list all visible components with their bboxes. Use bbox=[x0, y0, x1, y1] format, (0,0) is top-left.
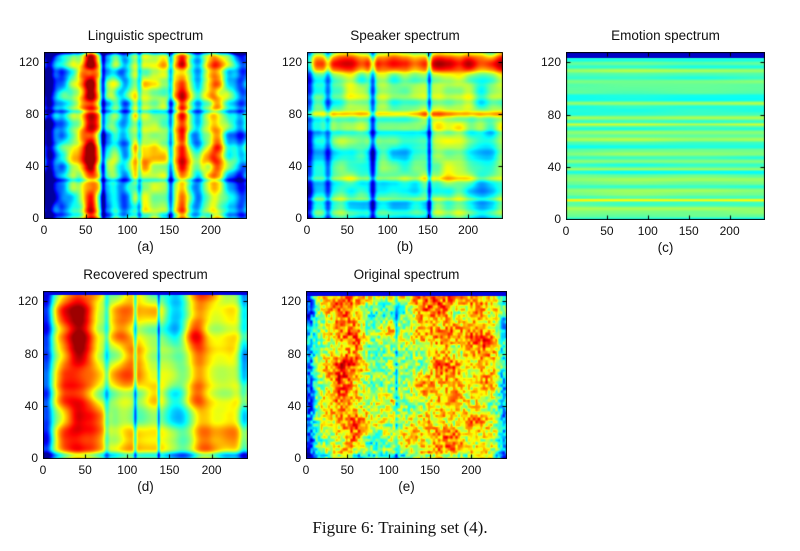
x-tick-label: 0 bbox=[303, 223, 311, 237]
y-tick-label: 120 bbox=[540, 55, 561, 70]
x-tick-label: 50 bbox=[340, 463, 354, 477]
subplot-panel-b: Speaker spectrum (b) 0 40 80 120 0 50 100 150 20… bbox=[282, 28, 503, 254]
x-tick-label: 100 bbox=[117, 223, 138, 237]
subplot-panel-e: Original spectrum (e) 0 40 80 120 0 50 100 150 2… bbox=[281, 267, 507, 494]
spectrogram-heatmap-b bbox=[307, 52, 503, 219]
subplot-panel-label: (c) bbox=[657, 240, 674, 255]
x-tick-label: 200 bbox=[719, 224, 740, 238]
subplot-title: Recovered spectrum bbox=[83, 267, 208, 282]
x-tick-label: 0 bbox=[562, 224, 570, 238]
y-tick-label: 40 bbox=[24, 398, 38, 413]
spectrogram-heatmap-a bbox=[44, 52, 247, 219]
y-tick-label: 80 bbox=[24, 346, 38, 361]
y-tick-label: 40 bbox=[25, 159, 39, 174]
spectrogram-heatmap-e bbox=[306, 291, 507, 459]
subplot-panel-a: Linguistic spectrum (a) 0 40 80 120 0 50 100 15… bbox=[19, 28, 247, 254]
y-tick-label: 0 bbox=[295, 211, 302, 225]
y-tick-label: 80 bbox=[547, 107, 561, 122]
subplot-panel-d: Recovered spectrum (d) 0 40 80 120 0 50 100 150… bbox=[18, 267, 248, 494]
x-tick-label: 50 bbox=[600, 224, 614, 238]
subplot-panel-label: (b) bbox=[396, 239, 414, 254]
subplot-panel-label: (a) bbox=[137, 239, 154, 254]
x-tick-label: 200 bbox=[458, 223, 479, 237]
x-tick-label: 200 bbox=[201, 463, 222, 477]
spectrogram-heatmap-d bbox=[43, 291, 248, 459]
x-tick-label: 100 bbox=[637, 224, 658, 238]
y-tick-label: 120 bbox=[17, 294, 38, 309]
x-tick-label: 0 bbox=[40, 223, 48, 237]
y-tick-label: 40 bbox=[288, 159, 302, 174]
x-tick-label: 150 bbox=[678, 224, 699, 238]
x-tick-label: 150 bbox=[417, 223, 438, 237]
x-tick-label: 150 bbox=[159, 223, 180, 237]
y-tick-label: 80 bbox=[25, 107, 39, 122]
y-tick-label: 120 bbox=[280, 294, 301, 309]
x-tick-label: 200 bbox=[200, 223, 221, 237]
x-tick-label: 50 bbox=[340, 223, 354, 237]
subplot-title: Original spectrum bbox=[353, 267, 460, 282]
y-tick-label: 80 bbox=[287, 346, 301, 361]
subplot-panel-label: (e) bbox=[398, 479, 415, 494]
x-tick-label: 150 bbox=[159, 463, 180, 477]
y-tick-label: 40 bbox=[547, 159, 561, 174]
x-tick-label: 50 bbox=[79, 223, 93, 237]
subplot-title: Linguistic spectrum bbox=[87, 28, 204, 43]
subplot-title: Emotion spectrum bbox=[611, 28, 720, 43]
y-tick-label: 0 bbox=[554, 212, 561, 226]
x-tick-label: 100 bbox=[377, 223, 398, 237]
y-tick-label: 40 bbox=[287, 398, 301, 413]
x-tick-label: 150 bbox=[419, 463, 440, 477]
y-tick-label: 120 bbox=[18, 55, 39, 70]
x-tick-label: 50 bbox=[78, 463, 92, 477]
y-tick-label: 0 bbox=[31, 451, 38, 465]
x-tick-label: 100 bbox=[117, 463, 138, 477]
y-tick-label: 120 bbox=[281, 55, 302, 70]
y-tick-label: 0 bbox=[294, 451, 301, 465]
subplot-panel-c: Emotion spectrum (c) 0 40 80 120 0 50 100 150 20… bbox=[541, 28, 765, 255]
y-tick-label: 0 bbox=[32, 211, 39, 225]
subplot-title: Speaker spectrum bbox=[350, 28, 460, 43]
x-tick-label: 100 bbox=[378, 463, 399, 477]
spectrogram-heatmap-c bbox=[566, 52, 765, 220]
y-tick-label: 80 bbox=[288, 107, 302, 122]
x-tick-label: 0 bbox=[302, 463, 310, 477]
subplot-panel-label: (d) bbox=[137, 479, 154, 494]
figure-caption: Figure 6: Training set (4). bbox=[312, 518, 488, 537]
x-tick-label: 0 bbox=[39, 463, 47, 477]
x-tick-label: 200 bbox=[461, 463, 482, 477]
